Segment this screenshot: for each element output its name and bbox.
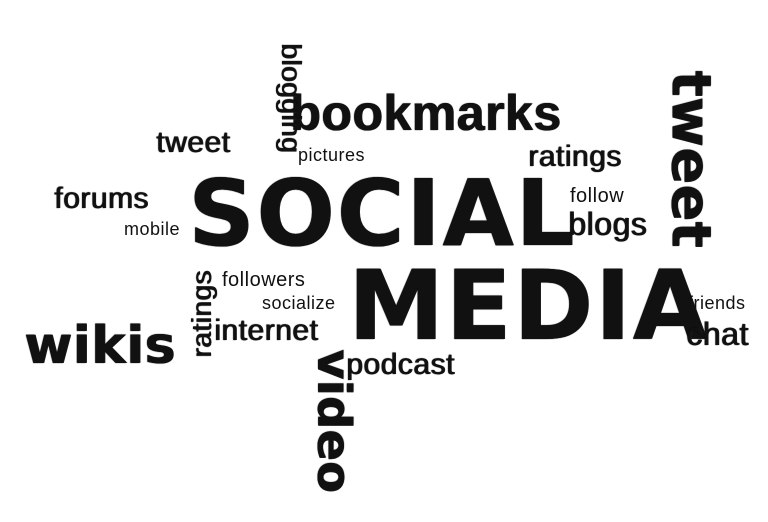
word-follow: follow (570, 185, 625, 207)
word-mobile: mobile (124, 219, 181, 239)
word-wikis: wikis (24, 316, 176, 376)
word-social: SOCIAL (188, 160, 577, 267)
word-tweet-left: tweet (156, 126, 231, 159)
word-chat: chat (686, 316, 749, 352)
word-podcast: podcast (346, 348, 455, 381)
word-blogs: blogs (568, 206, 647, 242)
word-media: MEDIA (348, 250, 709, 362)
word-blogging-vertical: blogging (275, 43, 307, 153)
word-video-vertical: video (306, 349, 361, 493)
word-internet: internet (214, 314, 319, 347)
word-forums: forums (54, 182, 149, 215)
word-ratings-vertical: ratings (185, 270, 217, 358)
word-bookmarks: bookmarks (290, 85, 562, 141)
word-tweet-right-vertical: tweet (659, 70, 723, 248)
word-socialize: socialize (262, 293, 336, 313)
word-friends: friends (688, 293, 746, 313)
word-ratings-top: ratings (528, 140, 622, 173)
word-followers: followers (222, 269, 306, 291)
word-pictures: pictures (298, 145, 366, 165)
